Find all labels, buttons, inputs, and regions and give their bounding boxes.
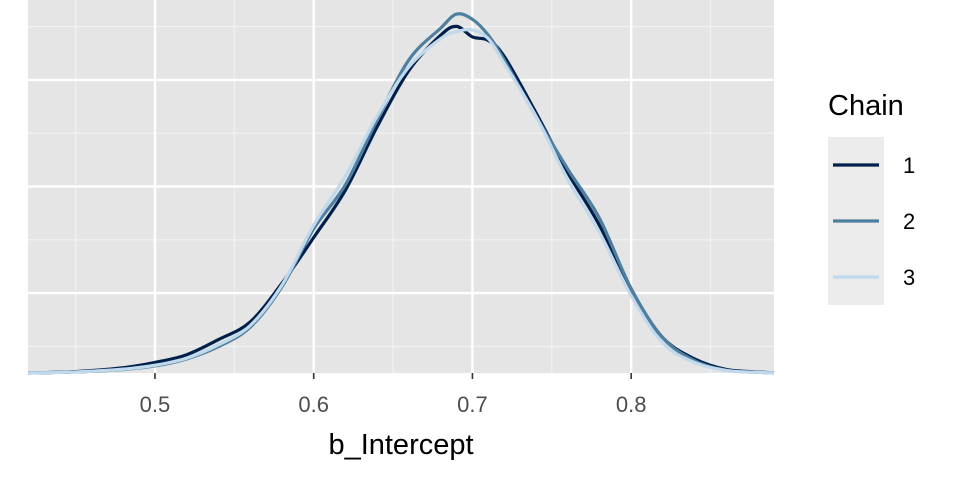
x-tick-label: 0.6 xyxy=(298,392,329,417)
x-tick-label: 0.5 xyxy=(140,392,171,417)
x-axis-ticks: 0.5 0.6 0.7 0.8 xyxy=(140,373,647,417)
x-tick-label: 0.7 xyxy=(457,392,488,417)
grid-major xyxy=(28,0,774,373)
legend-label-chain-2: 2 xyxy=(903,209,915,234)
legend-items: 1 2 3 xyxy=(828,137,915,305)
legend-title: Chain xyxy=(828,90,904,122)
series-line-chain-3 xyxy=(27,27,775,375)
x-axis-title: b_Intercept xyxy=(328,429,473,461)
x-tick-label: 0.8 xyxy=(616,392,647,417)
legend-label-chain-3: 3 xyxy=(903,265,915,290)
legend-label-chain-1: 1 xyxy=(903,153,915,178)
legend: Chain 1 2 3 xyxy=(828,90,915,305)
series-lines xyxy=(27,12,775,375)
